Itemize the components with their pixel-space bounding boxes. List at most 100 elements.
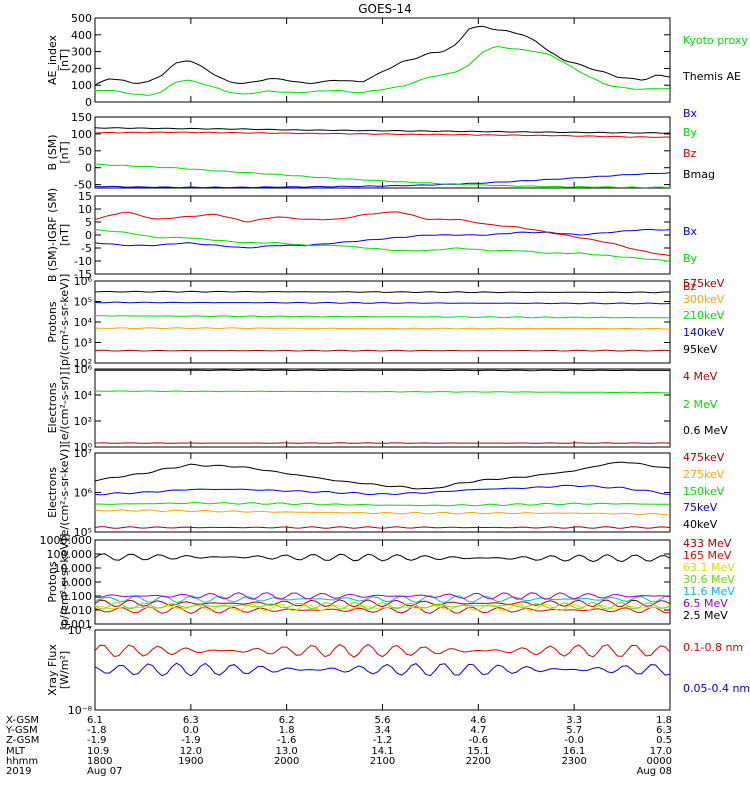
ephemeris-row-label: Z-GSM — [6, 735, 39, 746]
series-line-Kyoto-proxy-AE — [94, 45, 671, 96]
series-line-150keV — [94, 502, 671, 507]
legend-entry: By — [683, 252, 698, 265]
plot-title: GOES-14 — [358, 2, 412, 16]
panel-8: 10⁻⁸ 10⁻⁷ Xray Flux [W/m²] 0.1-0.8 nm 0.05-0.… — [46, 624, 750, 717]
legend-entry: 575keV — [683, 277, 725, 290]
y-tick-label: 300 — [71, 46, 92, 59]
ephemeris-value: 1.8 — [656, 715, 672, 726]
y-axis-label: Xray Flux — [46, 644, 59, 696]
legend-entry: 2.5 MeV — [683, 609, 728, 622]
y-tick-label: 1000.000 — [40, 534, 93, 547]
ephemeris-value: 2000 — [274, 756, 299, 767]
ephemeris-row-label: MLT — [6, 746, 26, 757]
y-axis-label: Electrons — [46, 382, 59, 433]
y-tick-label: 0 — [85, 96, 92, 109]
legend-entry: 300keV — [683, 293, 725, 306]
legend-entry: Kyoto proxy AE — [683, 34, 750, 47]
ephemeris-value: -0.6 — [469, 735, 489, 746]
series-line-475keV — [94, 526, 671, 529]
y-axis-label: AE_index — [46, 34, 59, 85]
series-line-0-1-0-8-nm — [94, 643, 671, 658]
y-tick-label: 10⁷ — [74, 447, 92, 460]
y-tick-label: 10 — [78, 203, 92, 216]
y-tick-label: 0 — [85, 162, 92, 175]
panel-frame — [94, 629, 671, 711]
panel-5: 10⁰ 10² 10⁴ 10⁶ Electrons [e/(cm²-s-sr)] 4 MeV… — [46, 363, 728, 454]
ephemeris-row-label: hhmm — [6, 756, 38, 767]
legend-entry: 63.1 MeV — [683, 561, 735, 574]
panel-2: -50 0 50 100 150 B (SM) [nT] Bx By Bz Bmag — [46, 107, 715, 192]
ephemeris-value: 16.1 — [563, 746, 585, 757]
series-line-275keV — [94, 509, 671, 516]
legend-entry: By — [683, 126, 698, 139]
y-tick-label: 0 — [85, 229, 92, 242]
legend-entry: Bx — [683, 107, 698, 120]
y-tick-label: 1.000 — [61, 576, 93, 589]
series-line-575keV — [94, 349, 671, 352]
legend-entry: 140keV — [683, 326, 725, 339]
y-axis-label: [W/m²] — [58, 651, 71, 689]
y-axis-label: B (SM)-IGRF (SM) — [46, 188, 59, 282]
ephemeris-value: 0000 — [647, 756, 672, 767]
y-tick-label: 15 — [78, 190, 92, 203]
series-line-40keV — [94, 461, 671, 490]
ephemeris-value: 1800 — [87, 756, 112, 767]
y-tick-label: 10⁻⁸ — [68, 704, 93, 717]
y-tick-label: 10⁴ — [74, 389, 93, 402]
series-line-2-MeV — [94, 390, 670, 394]
y-tick-label: 10⁶ — [74, 363, 93, 376]
panel-frame — [94, 539, 671, 625]
ephemeris-row-label: X-GSM — [6, 715, 39, 726]
ephemeris-value: Aug 07 — [87, 766, 122, 777]
legend-entry: 75keV — [683, 501, 718, 514]
series-line-210keV — [95, 315, 671, 319]
ephemeris-value: Aug 08 — [637, 766, 672, 777]
y-tick-label: 100.000 — [47, 548, 93, 561]
y-tick-label: 10⁶ — [74, 487, 93, 500]
ephemeris-value: 3.3 — [566, 715, 582, 726]
series-line-433-MeV — [94, 599, 671, 608]
y-tick-label: 10² — [74, 415, 92, 428]
y-axis-label: Protons — [46, 301, 59, 342]
y-axis-label: [nT] — [58, 141, 71, 163]
y-tick-label: 10⁴ — [74, 316, 93, 329]
series-line-140keV — [94, 301, 671, 305]
panel-frame — [94, 368, 671, 448]
series-line-11-6-MeV — [94, 595, 670, 604]
y-tick-label: -10 — [74, 255, 92, 268]
ephemeris-value: 5.7 — [566, 725, 582, 736]
ephemeris-value: 2200 — [466, 756, 491, 767]
series-line-Themis-AE — [94, 25, 671, 86]
series-line-By — [94, 229, 671, 262]
legend-entry: Bz — [683, 280, 697, 293]
ephemeris-row-label: 2019 — [6, 766, 31, 777]
panel-frame — [94, 452, 671, 533]
legend-entry: 210keV — [683, 309, 725, 322]
y-tick-label: 400 — [71, 29, 92, 42]
series-line-Bz — [94, 131, 671, 138]
series-line-Bx — [94, 229, 671, 249]
ephemeris-value: 17.0 — [650, 746, 672, 757]
panel-4: 10² 10³ 10⁴ 10⁵ 10⁶ Protons [p/(cm²-s-sr-keV)]… — [46, 274, 725, 371]
y-tick-label: -15 — [74, 268, 92, 281]
ephemeris-value: 1.8 — [279, 725, 295, 736]
series-line-30-6-MeV — [94, 601, 671, 610]
panel-7: 0.0010.0100.1001.00010.000100.0001000.00… — [40, 534, 736, 631]
y-tick-label: 10⁵ — [74, 296, 92, 309]
ephemeris-value: 0.5 — [656, 735, 672, 746]
y-tick-label: 100 — [71, 128, 92, 141]
legend-entry: 165 MeV — [683, 549, 732, 562]
y-tick-label: 10⁶ — [74, 275, 93, 288]
series-line-Bx — [94, 172, 671, 189]
ephemeris-value: 2100 — [370, 756, 395, 767]
ephemeris-value: 14.1 — [371, 746, 393, 757]
legend-entry: Themis AE — [682, 70, 741, 83]
y-axis-label: [nT] — [58, 49, 71, 71]
series-line-0-05-0-4-nm — [94, 662, 671, 677]
y-tick-label: 50 — [78, 145, 92, 158]
series-line-4-MeV — [94, 442, 671, 444]
ephemeris-value: 4.7 — [470, 725, 486, 736]
legend-entry: 95keV — [683, 343, 718, 356]
